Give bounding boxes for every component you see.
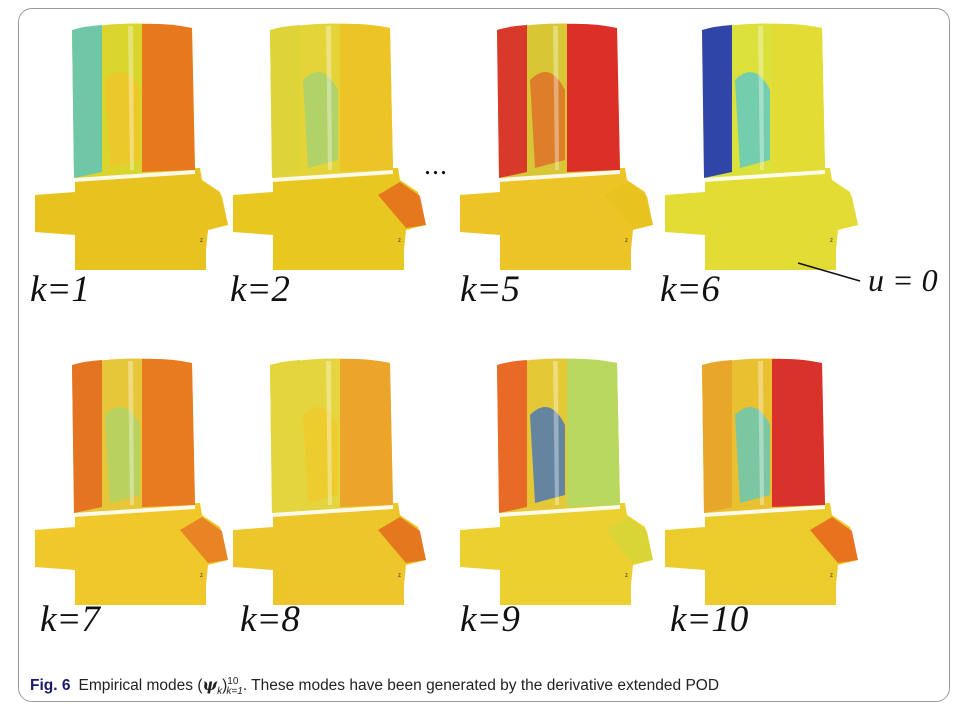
axis-z-marker: z (398, 573, 401, 579)
caption-range-sub: k=1 (226, 686, 243, 698)
blade-mode-image (460, 23, 653, 270)
blade-mode-panel: z (660, 355, 860, 605)
blade-mode-panel: z (660, 20, 860, 270)
axis-z-marker: z (398, 238, 401, 244)
blade-mode-panel: z (30, 355, 230, 605)
blade-mode-image (665, 358, 858, 605)
blade-mode-panel: z (228, 20, 428, 270)
u0-annotation: u = 0 (868, 262, 938, 298)
blade-mode-panel: z (228, 355, 428, 605)
caption-close: ) (222, 677, 228, 694)
figure-frame (18, 8, 950, 702)
caption-text-before: Empirical modes ( (78, 677, 203, 694)
figure-number: Fig. 6 (30, 677, 71, 694)
blade-mode-panel: z (30, 20, 230, 270)
u0-leader-line (797, 262, 861, 282)
mode-label: k=5 (460, 269, 520, 310)
blade-mode-panel: z (455, 355, 655, 605)
blade-mode-image (35, 23, 228, 270)
axis-z-marker: z (625, 573, 628, 579)
axis-z-marker: z (200, 573, 203, 579)
mode-label: k=7 (40, 599, 100, 640)
axis-z-marker: z (830, 573, 833, 579)
mode-label: k=1 (30, 269, 90, 310)
blade-mode-panel: z (455, 20, 655, 270)
caption-k-sub: k (217, 686, 223, 698)
axis-z-marker: z (625, 238, 628, 244)
caption-sup: 10 (227, 675, 239, 687)
mode-label: k=9 (460, 599, 520, 640)
caption-psi: ψ (202, 675, 218, 694)
mode-label: k=2 (230, 269, 290, 310)
ellipsis: ... (424, 150, 448, 181)
blade-mode-image (665, 23, 858, 270)
blade-mode-image (460, 358, 653, 605)
mode-label: k=6 (660, 269, 720, 310)
axis-z-marker: z (830, 238, 833, 244)
figure-caption: Fig. 6 Empirical modes (ψk)10k=1. These m… (30, 675, 719, 697)
mode-label: k=8 (240, 599, 300, 640)
blade-mode-image (233, 358, 426, 605)
blade-mode-image (233, 23, 426, 270)
caption-text-after: . These modes have been generated by the… (242, 677, 720, 694)
axis-z-marker: z (200, 238, 203, 244)
mode-label: k=10 (670, 599, 749, 640)
blade-mode-image (35, 358, 228, 605)
